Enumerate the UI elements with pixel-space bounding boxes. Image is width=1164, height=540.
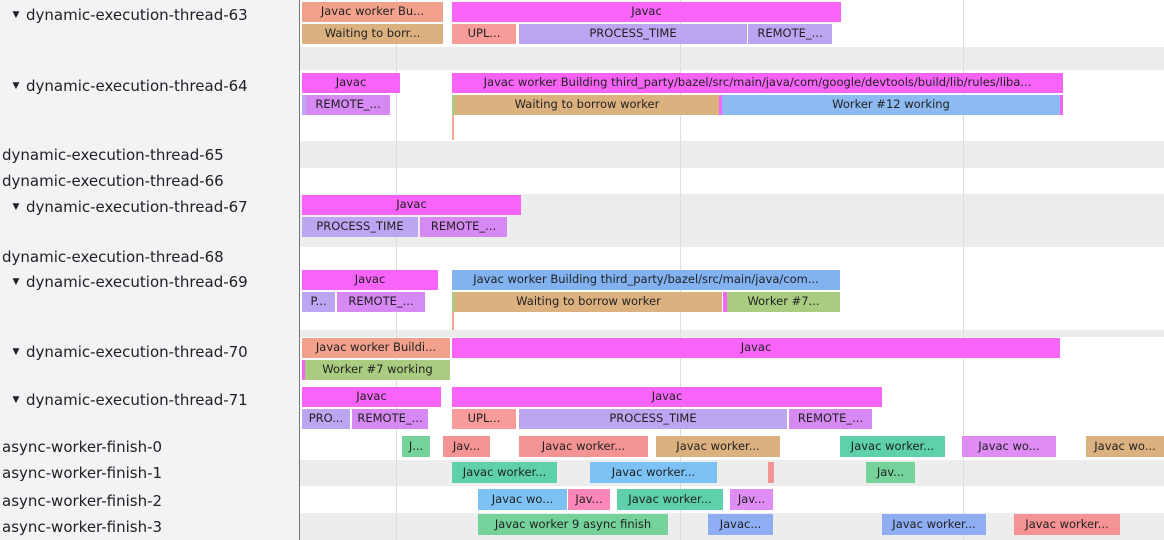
timeline-slice[interactable]: REMOTE_... [352, 409, 428, 429]
timeline-slice[interactable]: Javac worker 9 async finish [478, 514, 668, 535]
collapse-toggle-icon[interactable]: ▼ [12, 395, 20, 405]
track-band [300, 141, 1164, 168]
track-band [300, 168, 1164, 194]
collapse-toggle-icon[interactable]: ▼ [12, 81, 20, 91]
timeline-slice[interactable]: Javac worker Bu... [302, 2, 443, 22]
collapse-toggle-icon[interactable]: ▼ [12, 10, 20, 20]
timeline-slice[interactable]: Javac [302, 195, 521, 215]
track-name-row[interactable]: async-worker-finish-1 [0, 463, 162, 483]
track-name-row[interactable]: ▼ dynamic-execution-thread-69 [0, 272, 248, 292]
timeline-slice[interactable]: Javac worker Buildi... [302, 338, 450, 358]
timeline-slice[interactable]: Worker #7 working [305, 360, 450, 380]
collapse-toggle-icon[interactable]: ▼ [12, 202, 20, 212]
timeline-slice[interactable] [719, 95, 722, 115]
track-name-row[interactable]: ▼ dynamic-execution-thread-70 [0, 342, 248, 362]
timeline-slice[interactable] [302, 360, 305, 380]
track-name-row[interactable]: dynamic-execution-thread-68 [0, 247, 224, 267]
timeline-slice[interactable]: REMOTE_... [420, 217, 507, 237]
track-name-label: dynamic-execution-thread-67 [26, 198, 248, 216]
track-name-label: dynamic-execution-thread-64 [26, 77, 248, 95]
timeline-slice[interactable]: Javac [452, 338, 1060, 358]
timeline-slice[interactable] [1060, 95, 1063, 115]
timeline-slice[interactable] [302, 95, 306, 115]
timeline-slice[interactable]: Javac wo... [1086, 436, 1164, 457]
timeline-slice[interactable]: PRO... [302, 409, 350, 429]
timeline-slice[interactable]: REMOTE_... [306, 95, 390, 115]
timeline-slice[interactable]: PROCESS_TIME [519, 24, 747, 44]
time-gridline [963, 0, 964, 540]
timeline-slice[interactable] [452, 95, 455, 115]
track-name-label: dynamic-execution-thread-65 [2, 146, 224, 164]
track-name-label: async-worker-finish-0 [2, 438, 163, 456]
timeline-slice[interactable]: Jav... [568, 489, 610, 510]
timeline-slice[interactable]: Javac worker... [840, 436, 945, 457]
track-name-label: async-worker-finish-2 [2, 492, 163, 510]
timeline-slice[interactable]: Javac... [708, 514, 773, 535]
track-name-row[interactable]: async-worker-finish-3 [0, 517, 162, 537]
track-band [300, 460, 1164, 486]
track-name-sidebar: ▼ dynamic-execution-thread-63 ▼ dynamic-exe… [0, 0, 300, 540]
track-name-label: dynamic-execution-thread-63 [26, 6, 248, 24]
timeline-slice[interactable]: Javac wo... [478, 489, 567, 510]
timeline-slice[interactable] [452, 292, 455, 312]
timeline-slice[interactable] [768, 462, 774, 483]
timeline-slice[interactable]: Javac [302, 270, 438, 290]
timeline-slice[interactable]: Javac worker... [590, 462, 717, 483]
timeline-slice[interactable]: Javac worker Building third_party/bazel/… [452, 73, 1063, 93]
timeline-slice[interactable]: Javac worker Building third_party/bazel/… [452, 270, 840, 290]
track-name-row[interactable]: ▼ dynamic-execution-thread-67 [0, 197, 248, 217]
track-name-row[interactable]: async-worker-finish-2 [0, 491, 162, 511]
timeline-slice[interactable]: Javac [452, 2, 841, 22]
track-name-row[interactable]: ▼ dynamic-execution-thread-64 [0, 76, 248, 96]
track-name-row[interactable]: ▼ dynamic-execution-thread-71 [0, 390, 248, 410]
track-name-label: dynamic-execution-thread-71 [26, 391, 248, 409]
track-name-label: dynamic-execution-thread-70 [26, 343, 248, 361]
timeline-slice[interactable]: Worker #12 working [722, 95, 1060, 115]
track-name-row[interactable]: ▼ dynamic-execution-thread-63 [0, 5, 248, 25]
track-name-row[interactable]: dynamic-execution-thread-66 [0, 171, 224, 191]
timeline-slice[interactable]: Javac worker... [519, 436, 648, 457]
slice-tail-tick [452, 312, 454, 330]
timeline-slice[interactable]: REMOTE_... [789, 409, 872, 429]
timeline-slice[interactable]: Waiting to borrow worker [455, 292, 722, 312]
timeline-slice[interactable]: PROCESS_TIME [519, 409, 787, 429]
track-name-label: dynamic-execution-thread-69 [26, 273, 248, 291]
timeline-slice[interactable]: Javac [302, 73, 400, 93]
track-name-label: async-worker-finish-1 [2, 464, 163, 482]
timeline-slice[interactable]: Javac worker... [617, 489, 723, 510]
timeline-slice[interactable]: Javac worker... [882, 514, 986, 535]
track-name-row[interactable]: async-worker-finish-0 [0, 437, 162, 457]
track-name-row[interactable]: dynamic-execution-thread-65 [0, 145, 224, 165]
timeline-slice[interactable]: REMOTE_... [337, 292, 425, 312]
timeline-slice[interactable]: Jav... [443, 436, 490, 457]
timeline-slice[interactable]: UPL... [452, 409, 516, 429]
timeline-slice[interactable]: Javac worker... [452, 462, 557, 483]
timeline-slice[interactable]: Javac wo... [962, 436, 1056, 457]
timeline-slice[interactable]: Javac [452, 387, 882, 407]
collapse-toggle-icon[interactable]: ▼ [12, 277, 20, 287]
timeline-slice[interactable]: J... [402, 436, 430, 457]
track-name-label: async-worker-finish-3 [2, 518, 163, 536]
timeline-slice[interactable]: REMOTE_... [748, 24, 832, 44]
timeline-slice[interactable]: Waiting to borr... [302, 24, 443, 44]
timeline-slice[interactable]: Jav... [730, 489, 773, 510]
timeline-slice[interactable]: Javac [302, 387, 441, 407]
timeline-slice[interactable]: Waiting to borrow worker [455, 95, 719, 115]
timeline-slice[interactable] [723, 292, 727, 312]
collapse-toggle-icon[interactable]: ▼ [12, 347, 20, 357]
timeline-slice[interactable]: Jav... [866, 462, 915, 483]
slice-tail-tick [452, 115, 454, 140]
timeline-slice[interactable]: Javac worker... [656, 436, 780, 457]
timeline-slice[interactable]: PROCESS_TIME [302, 217, 418, 237]
timeline-slice[interactable]: Javac worker... [1014, 514, 1120, 535]
track-band [300, 47, 1164, 70]
timeline-slice[interactable]: Worker #7... [727, 292, 840, 312]
track-name-label: dynamic-execution-thread-66 [2, 172, 224, 190]
timeline-slice[interactable]: P... [302, 292, 335, 312]
timeline-slice[interactable]: UPL... [452, 24, 516, 44]
track-band [300, 330, 1164, 337]
track-name-label: dynamic-execution-thread-68 [2, 248, 224, 266]
